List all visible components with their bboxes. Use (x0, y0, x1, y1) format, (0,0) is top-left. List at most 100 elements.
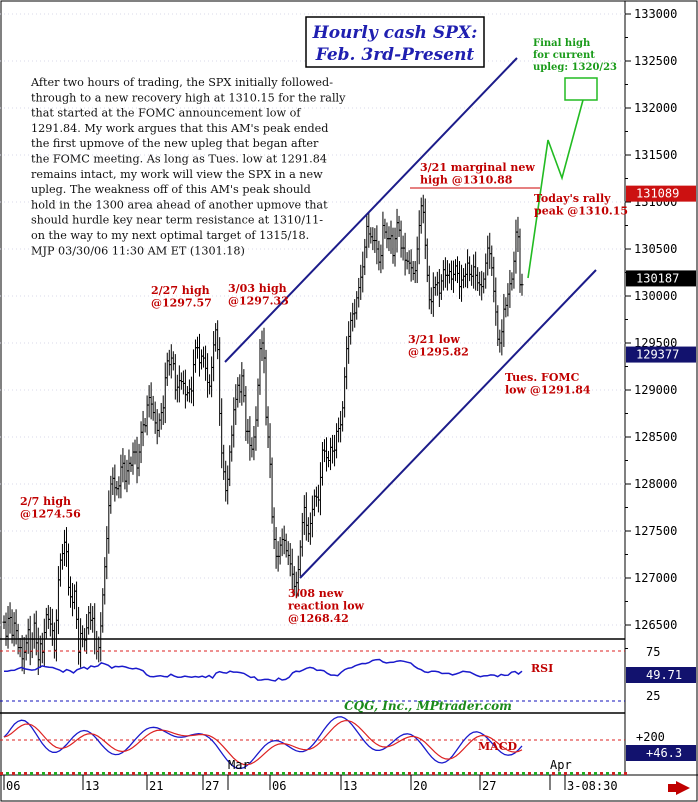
session-marker (24, 772, 27, 775)
session-marker (30, 772, 33, 775)
session-marker (78, 772, 81, 775)
session-marker (432, 772, 435, 775)
annotation-label: for current (533, 50, 595, 61)
session-marker (18, 772, 21, 775)
session-marker (420, 772, 423, 775)
annotation-label: 3/21 marginal new (420, 161, 535, 174)
date-label: 3-08:30 (567, 779, 618, 793)
session-marker (48, 772, 51, 775)
session-marker (576, 772, 579, 775)
session-marker (348, 772, 351, 775)
session-marker (414, 772, 417, 775)
session-marker (510, 772, 513, 775)
session-marker (138, 772, 141, 775)
date-label: 20 (413, 779, 427, 793)
session-marker (354, 772, 357, 775)
session-marker (162, 772, 165, 775)
rsi-tick-label: 75 (646, 645, 660, 659)
y-tick-label: 132000 (634, 101, 677, 115)
commentary-line: remains intact, my work will view the SP… (31, 168, 323, 181)
session-marker (150, 772, 153, 775)
y-tick-label: 130000 (634, 289, 677, 303)
annotation-label: 3/21 low (408, 333, 460, 346)
session-marker (192, 772, 195, 775)
session-marker (402, 772, 405, 775)
session-marker (270, 772, 273, 775)
session-marker (546, 772, 549, 775)
projection-line (527, 99, 584, 279)
macd-label: MACD (478, 740, 517, 753)
session-marker (330, 772, 333, 775)
arrow-right-icon[interactable] (668, 781, 690, 795)
session-marker (36, 772, 39, 775)
session-marker (168, 772, 171, 775)
price-tag (626, 346, 696, 363)
session-marker (570, 772, 573, 775)
session-marker (444, 772, 447, 775)
annotation-label: upleg: 1320/23 (533, 62, 617, 73)
session-marker (312, 772, 315, 775)
session-marker (426, 772, 429, 775)
annotation-label: 2/7 high (20, 495, 71, 508)
session-marker (552, 772, 555, 775)
session-marker (246, 772, 249, 775)
session-marker (564, 772, 567, 775)
session-marker (378, 772, 381, 775)
session-marker (288, 772, 291, 775)
price-bars (2, 194, 524, 676)
session-marker (474, 772, 477, 775)
session-marker (132, 772, 135, 775)
annotation-label: @1297.33 (228, 295, 289, 308)
session-marker (534, 772, 537, 775)
session-marker (216, 772, 219, 775)
session-marker (66, 772, 69, 775)
annotation-label: 3/08 new (288, 587, 344, 600)
session-marker (222, 772, 225, 775)
commentary-line: MJP 03/30/06 11:30 AM ET (1301.18) (31, 244, 245, 257)
session-marker (582, 772, 585, 775)
session-marker (366, 772, 369, 775)
price-axis: 126500 127000 127500 128000 128500 129000 1295… (625, 7, 677, 649)
session-marker (12, 772, 15, 775)
session-marker (618, 772, 621, 775)
session-marker (72, 772, 75, 775)
annotation-label: @1274.56 (20, 508, 81, 521)
credit-label: CQG, Inc., MPtrader.com (344, 699, 512, 713)
date-label: Mar (228, 758, 250, 772)
session-marker (372, 772, 375, 775)
session-marker (6, 772, 9, 775)
session-marker (186, 772, 189, 775)
session-marker (558, 772, 561, 775)
annotation-label: Tues. FOMC (505, 371, 580, 384)
session-marker (258, 772, 261, 775)
session-marker (390, 772, 393, 775)
session-marker (528, 772, 531, 775)
macd-panel: MACD +200 +46.3 (0, 716, 696, 770)
date-label: 21 (149, 779, 163, 793)
annotation-label: @1268.42 (288, 612, 349, 625)
annotation-label: Final high (533, 38, 591, 49)
date-label: 13 (343, 779, 357, 793)
rsi-label: RSI (531, 662, 553, 675)
annotation-label: Today's rally (534, 192, 611, 205)
price-tag (626, 270, 696, 287)
session-marker (486, 772, 489, 775)
session-marker (600, 772, 603, 775)
y-tick-label: 129500 (634, 336, 677, 350)
session-marker (264, 772, 267, 775)
annotations: 2/27 high@1297.57 3/03 high@1297.33 2/7 hi… (20, 38, 628, 625)
y-tick-label: 127500 (634, 524, 677, 538)
session-marker (102, 772, 105, 775)
commentary-line: on the way to my next optimal target of … (31, 229, 309, 242)
session-marker (204, 772, 207, 775)
session-marker (492, 772, 495, 775)
annotation-label: @1297.57 (151, 297, 212, 310)
annotation-label: 3/03 high (228, 282, 287, 295)
session-marker (174, 772, 177, 775)
session-marker (96, 772, 99, 775)
chart-title: Hourly cash SPX: (312, 23, 478, 43)
session-marker (384, 772, 387, 775)
session-marker (456, 772, 459, 775)
annotation-label: high @1310.88 (420, 174, 513, 187)
